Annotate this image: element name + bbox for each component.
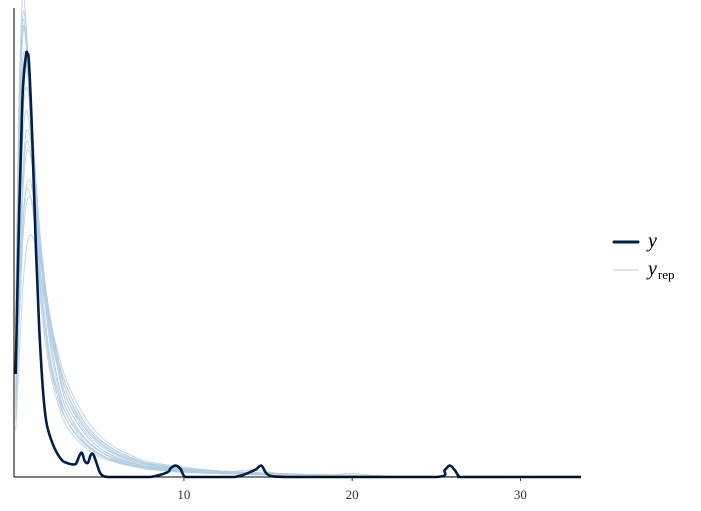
- legend: y yrep: [612, 230, 675, 282]
- yrep-density-line-17: [15, 129, 582, 478]
- yrep-density-line-7: [15, 26, 582, 478]
- x-axis-ticks: 10 20 30: [177, 477, 527, 502]
- y-density-line: [14, 50, 582, 479]
- yrep-density-line-15: [15, 179, 582, 478]
- yrep-density-line-4: [15, 187, 582, 478]
- yrep-density-line-13: [15, 149, 582, 478]
- legend-y-label: y: [646, 230, 657, 252]
- legend-yrep-subscript: rep: [658, 267, 675, 282]
- x-tick-label: 30: [514, 487, 527, 502]
- yrep-density-line-5: [15, 0, 582, 478]
- y-line: [14, 50, 582, 479]
- yrep-density-line-16: [15, 58, 582, 478]
- yrep-density-line-3: [15, 109, 582, 478]
- yrep-density-line-1: [15, 24, 582, 478]
- x-tick-label: 10: [177, 487, 190, 502]
- yrep-density-line-14: [15, 18, 582, 477]
- yrep-density-line-6: [15, 140, 582, 478]
- yrep-density-line-8: [15, 196, 582, 478]
- legend-yrep-base: y: [646, 258, 657, 280]
- yrep-density-line-2: [15, 50, 582, 478]
- yrep-density-line-9: [15, 64, 581, 477]
- yrep-density-line-12: [15, 86, 582, 478]
- x-tick-label: 20: [346, 487, 359, 502]
- yrep-density-line-11: [15, 10, 582, 478]
- yrep-lines: [15, 0, 582, 478]
- legend-yrep-label: yrep: [646, 258, 675, 282]
